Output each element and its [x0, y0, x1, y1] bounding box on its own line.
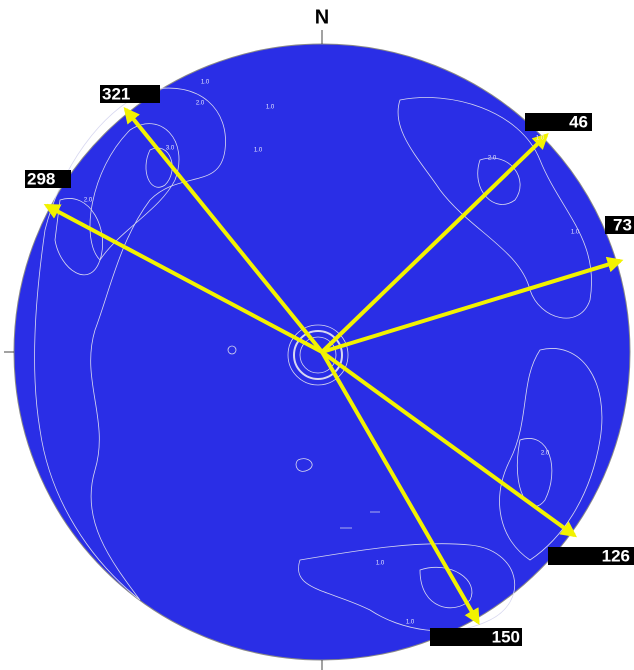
contours: [34, 87, 603, 632]
label-box: [100, 85, 160, 103]
azimuth-arrow: [320, 133, 549, 354]
label-box: [548, 547, 634, 565]
contour-label: 1.0: [201, 80, 210, 86]
contour-label: 2.0: [488, 156, 497, 162]
contour-label: 1.0: [376, 561, 385, 567]
labels: 321 298 46 73 126 150: [25, 84, 634, 646]
arrows: [43, 107, 624, 625]
azimuth-arrow: [123, 107, 324, 354]
contour-label: 3.0: [166, 146, 175, 152]
azimuth-arrow: [320, 351, 480, 625]
label-box: [25, 170, 71, 188]
north-label: N: [315, 6, 329, 28]
label-box: [605, 216, 634, 234]
azimuth-arrow: [321, 256, 624, 354]
azimuth-arrow: [43, 203, 323, 354]
azimuth-label: 126: [602, 546, 630, 565]
azimuth-label: 73: [613, 215, 632, 234]
azimuth-arrow: [320, 350, 578, 538]
contour-label: 1.0: [406, 620, 415, 626]
azimuth-label: 321: [102, 84, 130, 103]
contour-label: 2.0: [196, 101, 205, 107]
contour-label: 1.0: [536, 136, 545, 142]
contour-label: 1.0: [254, 148, 263, 154]
contour-label: 2.0: [541, 451, 550, 457]
label-box: [430, 628, 522, 646]
label-box: [525, 113, 592, 131]
contour-label: 1.0: [571, 230, 580, 236]
contour-label: 1.0: [266, 105, 275, 111]
contour-label: 2.0: [84, 198, 93, 204]
azimuth-label: 150: [492, 627, 520, 646]
azimuth-label: 46: [569, 112, 588, 131]
azimuth-label: 298: [27, 169, 55, 188]
